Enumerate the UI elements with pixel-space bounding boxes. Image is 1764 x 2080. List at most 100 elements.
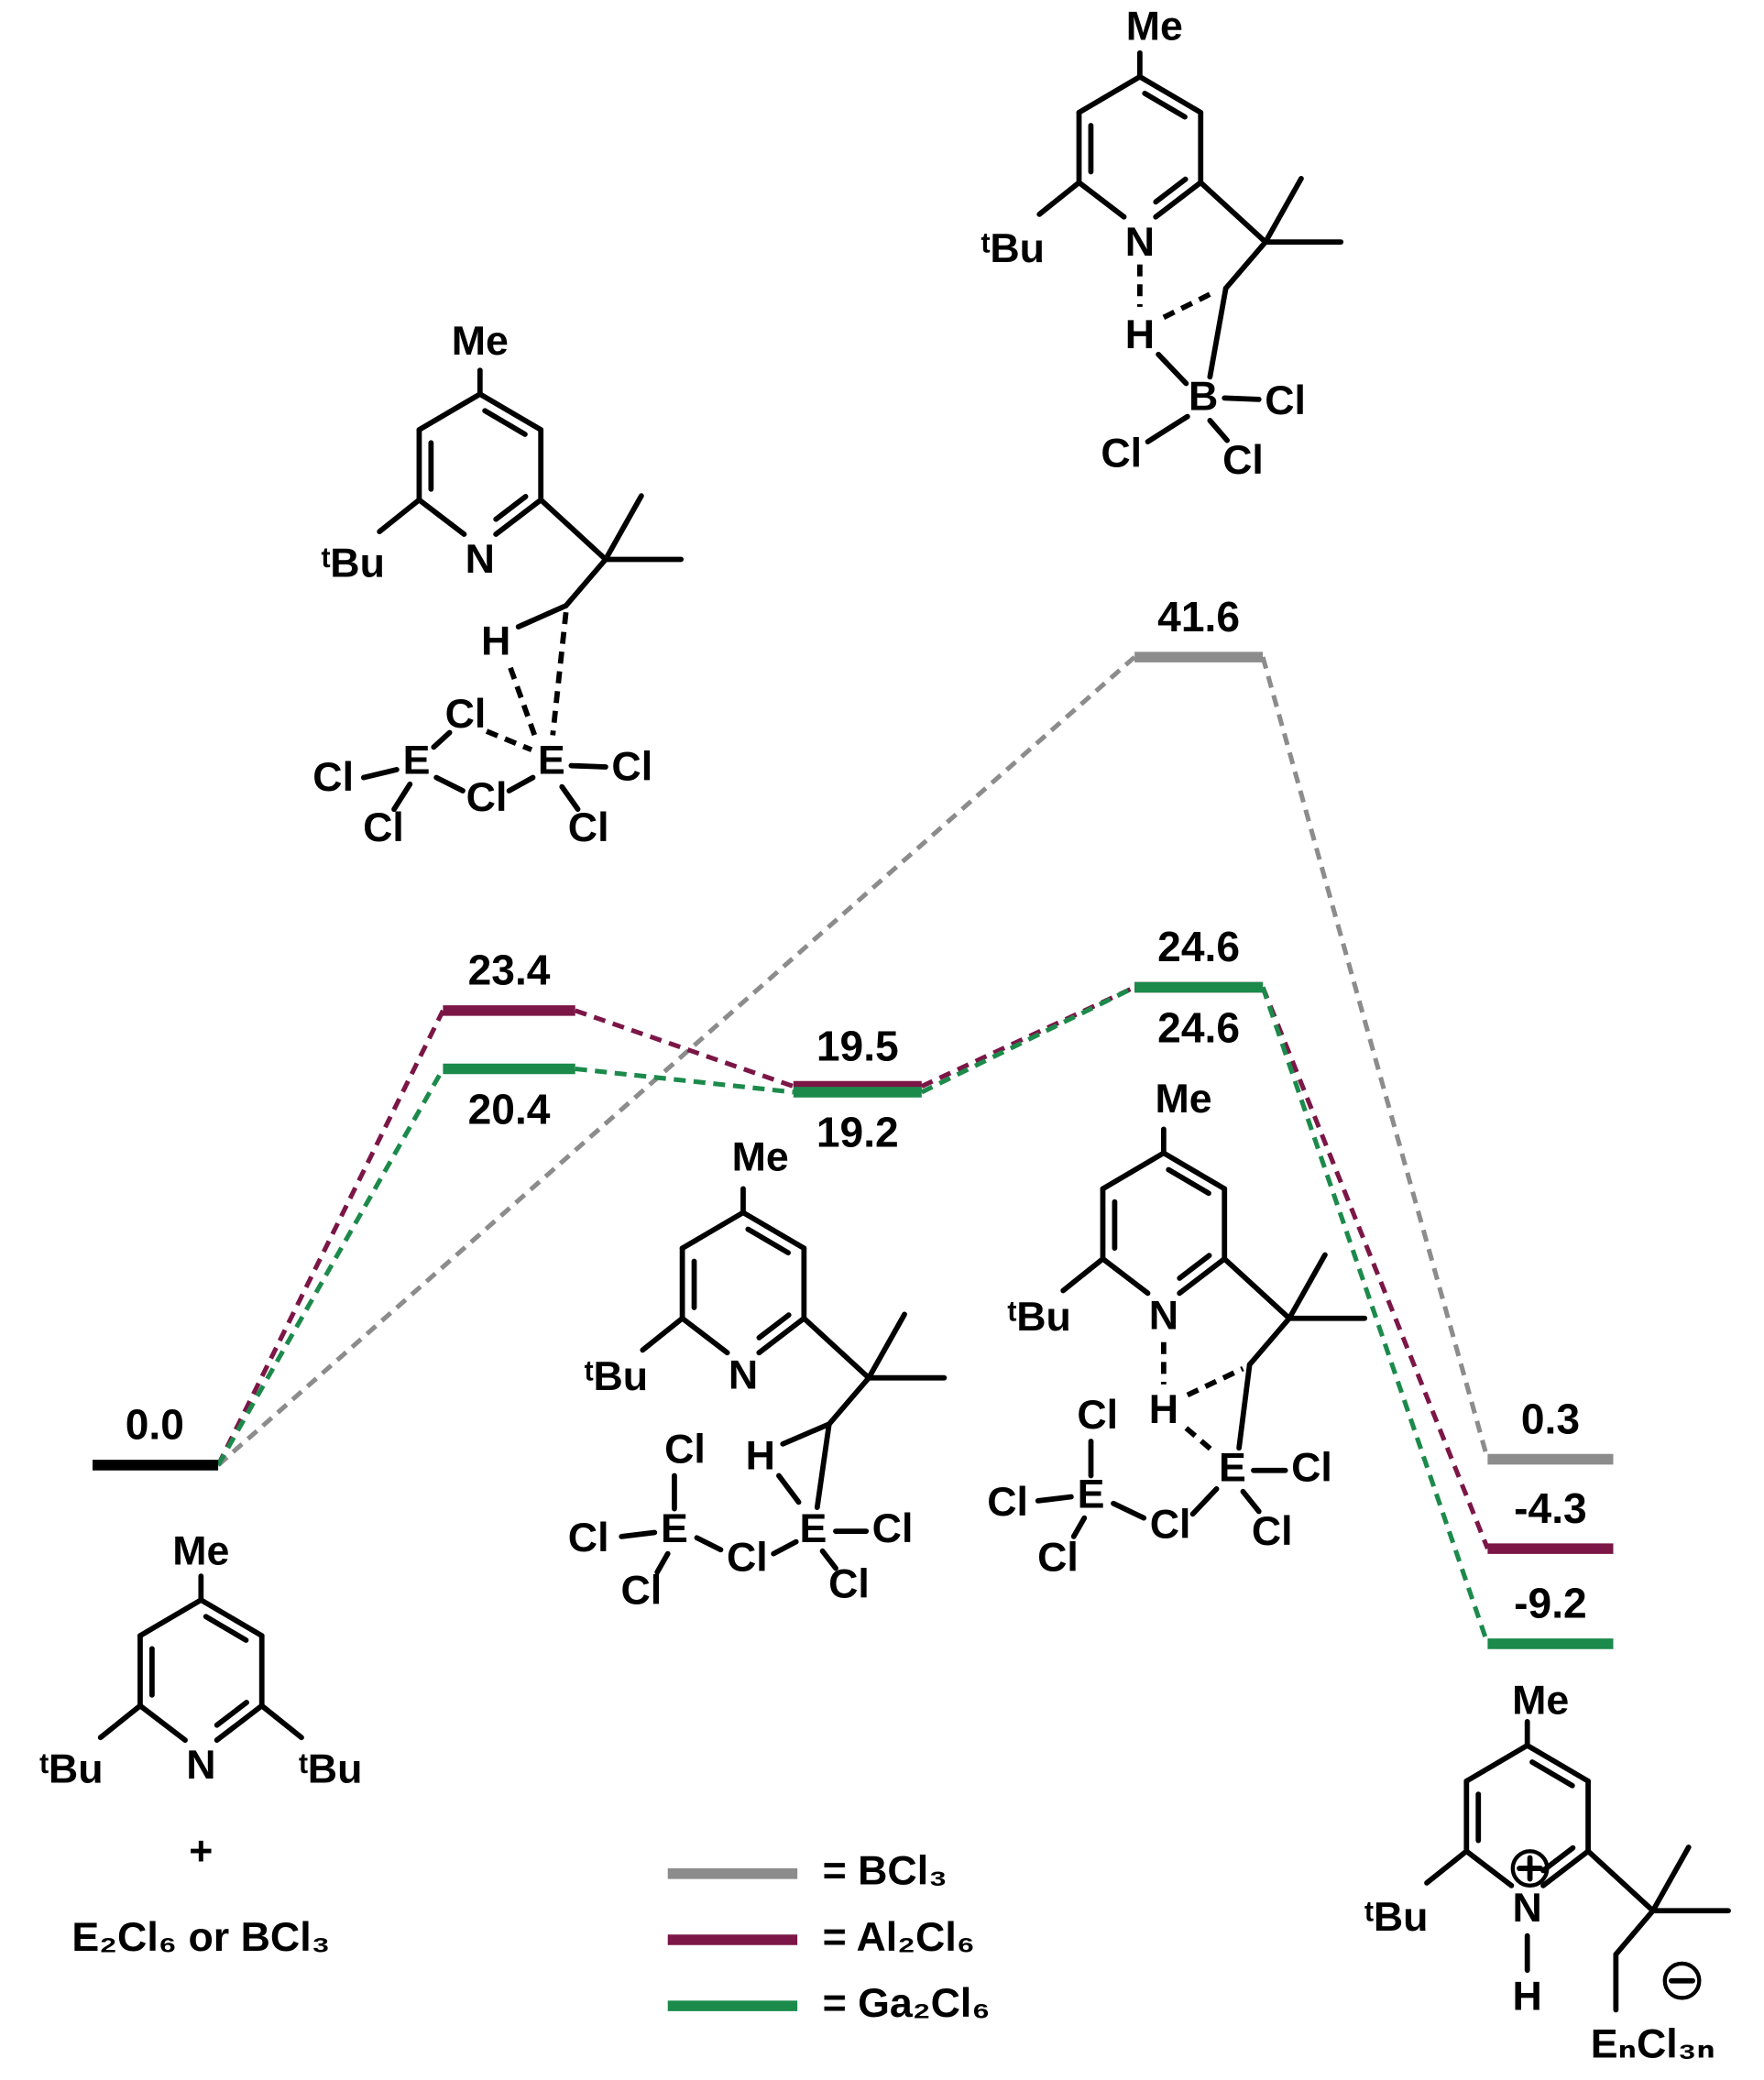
bond xyxy=(1142,91,1188,120)
bond xyxy=(1036,180,1082,217)
plus-sign: + xyxy=(189,1829,213,1874)
atom-label: ᵗBu xyxy=(322,541,385,586)
atom-label: Cl xyxy=(987,1480,1028,1525)
atom-label: Me xyxy=(452,319,509,364)
atom-label: ᵗBu xyxy=(299,1747,362,1792)
bond xyxy=(508,666,539,739)
bond xyxy=(1585,1848,1656,1914)
atom-label: Cl xyxy=(1077,1393,1118,1438)
atom-label: Cl xyxy=(1291,1446,1332,1491)
bond xyxy=(1463,1848,1515,1888)
bond xyxy=(1222,239,1268,291)
atom-label: Cl xyxy=(1150,1503,1191,1548)
atom-label: Cl xyxy=(1222,438,1264,483)
atom-label: Cl xyxy=(1037,1536,1079,1581)
atom-label: EₙCl₃ₙ xyxy=(1591,2022,1715,2067)
connector xyxy=(1260,986,1490,1645)
bond xyxy=(1100,1255,1151,1297)
bond xyxy=(1162,288,1218,320)
charge-circle xyxy=(1662,1961,1702,2000)
bond xyxy=(1540,1848,1591,1888)
bond xyxy=(1076,73,1143,115)
atom-label: N xyxy=(1125,220,1155,265)
atom-label: ᵗBu xyxy=(1364,1895,1428,1940)
bond xyxy=(1189,1486,1220,1517)
bond xyxy=(866,1311,907,1381)
bond xyxy=(679,1210,746,1252)
bond xyxy=(745,1226,791,1256)
bond xyxy=(1198,180,1268,246)
bond xyxy=(198,1597,265,1638)
bond xyxy=(416,391,483,432)
bond xyxy=(1463,1742,1530,1784)
atom-label: Cl xyxy=(664,1427,706,1472)
atom-label: ᵗBu xyxy=(1008,1295,1071,1340)
atom-label: ᵗBu xyxy=(585,1354,648,1399)
bond xyxy=(360,767,400,781)
bond xyxy=(1207,418,1231,443)
bond xyxy=(477,391,544,432)
atom-label: Cl xyxy=(1265,378,1306,423)
bond xyxy=(771,1538,799,1557)
atom-label: Me xyxy=(1512,1678,1569,1723)
bond xyxy=(679,1315,730,1356)
energy-label: 19.5 xyxy=(816,1022,899,1069)
bond xyxy=(1246,1315,1292,1368)
atom-label: Cl xyxy=(312,755,354,800)
bond xyxy=(515,603,569,629)
bond xyxy=(563,556,608,608)
atom-label: E xyxy=(661,1506,688,1551)
energy-label: 41.6 xyxy=(1157,593,1240,640)
atom-label: Me xyxy=(1155,1077,1211,1122)
connector xyxy=(215,1067,445,1467)
atom-label: H xyxy=(1149,1387,1178,1432)
bond xyxy=(694,1535,724,1553)
energy-label: 24.6 xyxy=(1157,923,1240,970)
atom-label: N xyxy=(729,1353,758,1398)
energy-label: 19.2 xyxy=(816,1109,899,1156)
bond xyxy=(214,1702,265,1743)
bond xyxy=(97,1702,143,1741)
bond xyxy=(485,728,533,752)
bond xyxy=(1524,1742,1591,1784)
atom-label: H xyxy=(1125,312,1155,357)
bond xyxy=(1076,180,1127,220)
bond xyxy=(603,493,644,563)
bond xyxy=(756,1315,807,1356)
atom-label: Cl xyxy=(611,745,652,790)
atom-label: Cl xyxy=(466,775,508,820)
bond xyxy=(619,1529,658,1539)
bond xyxy=(1186,1365,1244,1398)
bond xyxy=(391,781,413,813)
bond xyxy=(214,1700,249,1728)
bond xyxy=(1111,1500,1147,1521)
energy-label: 20.4 xyxy=(468,1085,551,1133)
atom-label: N xyxy=(1513,1886,1542,1931)
bond xyxy=(1649,1845,1692,1914)
bond xyxy=(1145,413,1190,444)
reagent-label: E₂Cl₆ or BCl₃ xyxy=(71,1915,330,1960)
bond xyxy=(1160,1150,1228,1192)
atom-label: Cl xyxy=(727,1536,768,1581)
atom-label: Cl xyxy=(568,1516,609,1560)
atom-label: N xyxy=(186,1743,215,1788)
energy-label: -9.2 xyxy=(1514,1580,1587,1627)
atom-label: Cl xyxy=(1101,432,1142,476)
energy-label: 24.6 xyxy=(1157,1003,1240,1051)
bond xyxy=(1035,1494,1074,1504)
bond xyxy=(538,497,608,563)
bond xyxy=(814,1421,832,1510)
bond xyxy=(1529,1759,1575,1789)
atom-label: Me xyxy=(172,1528,229,1573)
atom-label: Cl xyxy=(363,805,404,850)
atom-label: H xyxy=(481,619,510,664)
bond xyxy=(1177,1255,1228,1297)
atom-label: E xyxy=(403,738,431,783)
bond xyxy=(493,497,544,537)
atom-label: Cl xyxy=(445,692,487,737)
connector xyxy=(215,1009,445,1467)
bond xyxy=(203,1614,249,1643)
bond xyxy=(1222,395,1262,402)
legend-label: = BCl₃ xyxy=(823,1849,948,1894)
